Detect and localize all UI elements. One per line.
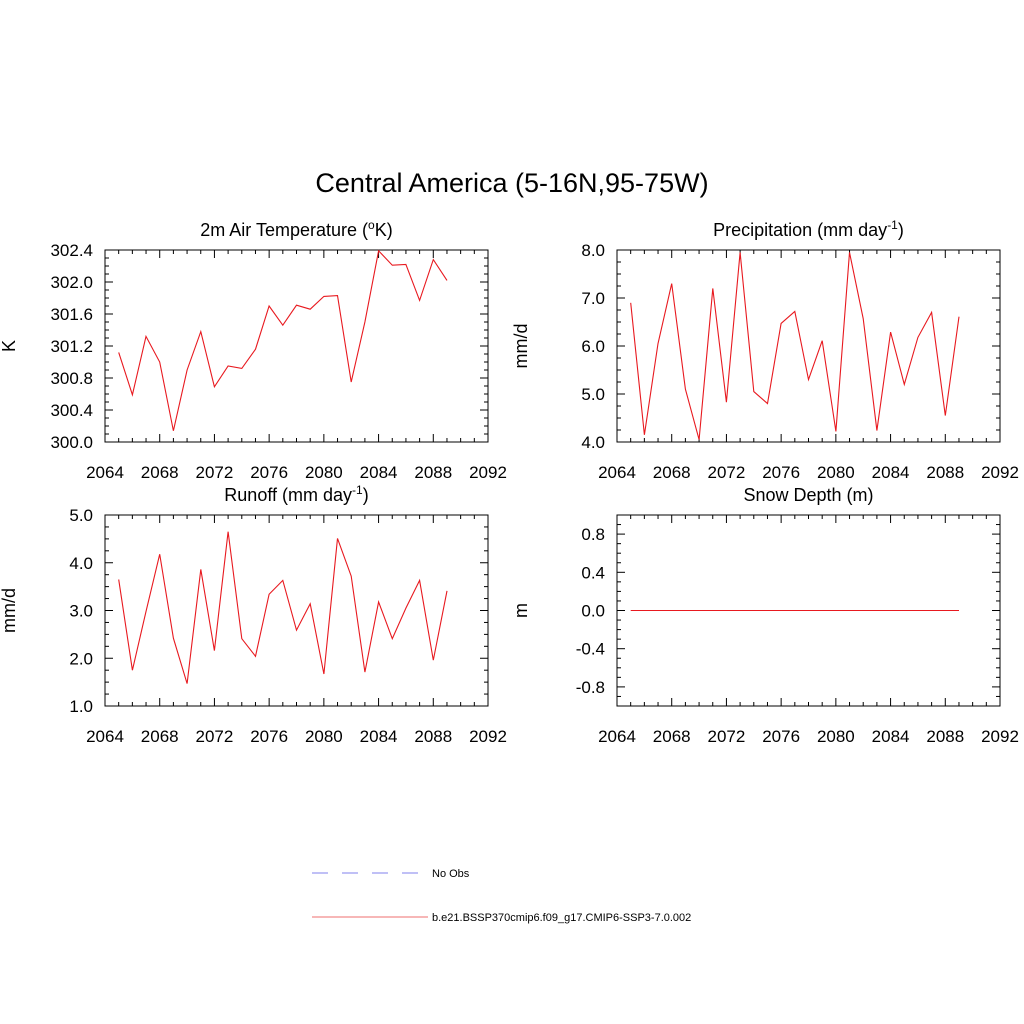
- x-tick-label: 2064: [86, 727, 124, 746]
- x-tick-label: 2076: [250, 727, 288, 746]
- x-tick-label: 2068: [141, 727, 179, 746]
- y-tick-label: 0.4: [581, 563, 605, 582]
- x-tick-label: 2092: [469, 727, 507, 746]
- y-tick-label: 301.2: [50, 337, 93, 356]
- x-tick-label: 2080: [817, 727, 855, 746]
- y-axis-label: m: [511, 603, 531, 618]
- plot-frame: [104, 514, 489, 707]
- chart-panels: 2064 2068 2072 2076 2080 2084 2088 2092 300.0 300…: [0, 218, 1019, 746]
- y-tick-label: 1.0: [69, 697, 93, 716]
- y-tick-label: 3.0: [69, 602, 93, 621]
- x-tick-label: 2076: [250, 463, 288, 482]
- x-tick-label: 2088: [926, 727, 964, 746]
- x-tick-label: 2068: [141, 463, 179, 482]
- plot-frame: [104, 249, 489, 443]
- x-tick-label: 2072: [196, 727, 234, 746]
- series-line-1: [630, 252, 960, 440]
- x-tick-label: 2080: [817, 463, 855, 482]
- legend-label-model: b.e21.BSSP370cmip6.f09_g17.CMIP6-SSP3-7.…: [432, 912, 691, 924]
- chart-panel-1: 2064 2068 2072 2076 2080 2084 2088 2092 300.0 300…: [0, 218, 507, 482]
- plot-frame: [616, 249, 1001, 443]
- x-tick-label: 2080: [305, 463, 343, 482]
- panel-title: Snow Depth (m): [743, 485, 873, 505]
- x-tick-label: 2064: [86, 463, 124, 482]
- x-tick-label: 2068: [653, 727, 691, 746]
- x-tick-label: 2076: [762, 463, 800, 482]
- y-tick-label: 300.0: [50, 433, 93, 452]
- y-tick-label: 5.0: [581, 385, 605, 404]
- legend-label-no-obs: No Obs: [432, 868, 470, 880]
- x-tick-label: 2088: [926, 463, 964, 482]
- y-axis-label: mm/d: [0, 588, 19, 633]
- panel-title: Runoff (mm day-1): [224, 483, 368, 505]
- x-tick-label: 2088: [414, 463, 452, 482]
- x-tick-label: 2064: [598, 463, 636, 482]
- y-axis-label: K: [0, 340, 19, 352]
- y-tick-label: 300.8: [50, 369, 93, 388]
- y-tick-label: 6.0: [581, 337, 605, 356]
- y-tick-label: 2.0: [69, 649, 93, 668]
- series-line-1: [118, 249, 448, 431]
- x-tick-label: 2092: [981, 463, 1019, 482]
- panel-title: 2m Air Temperature (oK): [200, 218, 392, 240]
- x-tick-label: 2084: [360, 727, 398, 746]
- x-tick-label: 2092: [469, 463, 507, 482]
- y-tick-label: 301.6: [50, 305, 93, 324]
- x-tick-label: 2084: [360, 463, 398, 482]
- x-tick-label: 2068: [653, 463, 691, 482]
- x-tick-label: 2076: [762, 727, 800, 746]
- series-line-1: [118, 531, 448, 684]
- y-tick-label: 302.4: [50, 241, 93, 260]
- y-tick-label: -0.8: [576, 678, 605, 697]
- y-axis-label: mm/d: [511, 324, 531, 369]
- x-tick-label: 2084: [872, 463, 910, 482]
- y-tick-label: 4.0: [581, 433, 605, 452]
- x-tick-label: 2072: [196, 463, 234, 482]
- x-tick-label: 2088: [414, 727, 452, 746]
- x-tick-label: 2084: [872, 727, 910, 746]
- y-tick-label: -0.4: [576, 640, 605, 659]
- x-tick-label: 2092: [981, 727, 1019, 746]
- x-tick-label: 2072: [708, 463, 746, 482]
- x-tick-label: 2080: [305, 727, 343, 746]
- y-tick-label: 4.0: [69, 554, 93, 573]
- chart-panel-3: 2064 2068 2072 2076 2080 2084 2088 2092 1.0 2.0 3.…: [0, 483, 507, 746]
- chart-panel-4: 2064 2068 2072 2076 2080 2084 2088 2092 -0.8 -0.4…: [511, 485, 1019, 746]
- y-tick-label: 5.0: [69, 506, 93, 525]
- x-tick-label: 2064: [598, 727, 636, 746]
- y-tick-label: 8.0: [581, 241, 605, 260]
- y-tick-label: 7.0: [581, 289, 605, 308]
- y-tick-label: 300.4: [50, 401, 93, 420]
- legend: No Obs b.e21.BSSP370cmip6.f09_g17.CMIP6-…: [312, 868, 691, 924]
- y-tick-label: 0.0: [581, 602, 605, 621]
- x-tick-label: 2072: [708, 727, 746, 746]
- y-tick-label: 302.0: [50, 273, 93, 292]
- panel-title: Precipitation (mm day-1): [713, 218, 904, 240]
- figure-title: Central America (5-16N,95-75W): [315, 168, 709, 198]
- y-tick-label: 0.8: [581, 525, 605, 544]
- chart-panel-2: 2064 2068 2072 2076 2080 2084 2088 2092 4.0 5.0 6.…: [511, 218, 1019, 482]
